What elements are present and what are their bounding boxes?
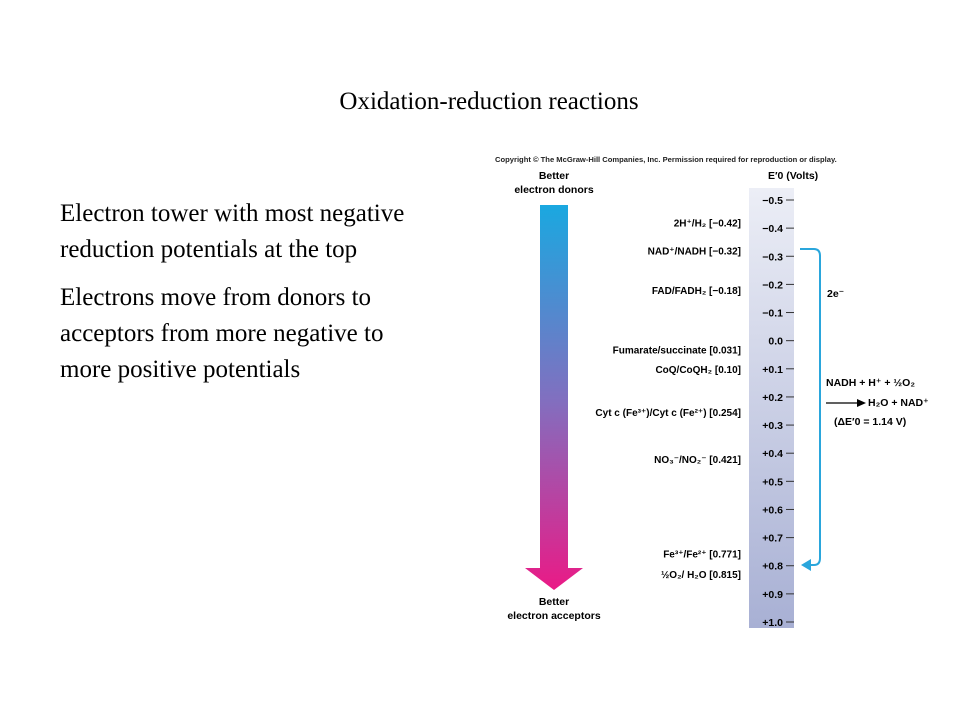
scale-tick-label: −0.4 [762, 223, 783, 235]
redox-couple-label: Cyt c (Fe³⁺)/Cyt c (Fe²⁺) [0.254] [595, 408, 741, 419]
electron-tower-figure: Copyright © The McGraw-Hill Companies, I… [480, 150, 960, 640]
scale-tick-label: +0.7 [762, 533, 783, 545]
redox-couple-label: Fe³⁺/Fe²⁺ [0.771] [663, 550, 741, 561]
scale-tick-label: +0.4 [762, 448, 783, 460]
bullet-electron-tower: Electron tower with most negative reduct… [60, 200, 405, 263]
scale-tick-label: −0.5 [762, 195, 783, 207]
scale-tick-label: +1.0 [762, 617, 783, 629]
top-label-line1: Better [539, 170, 569, 182]
redox-couple-label: ½O₂/ H₂O [0.815] [661, 570, 741, 581]
scale-tick-label: +0.2 [762, 392, 783, 404]
bottom-label-line2: electron acceptors [507, 610, 601, 622]
scale-tick-label: −0.1 [762, 308, 783, 320]
bottom-label-line1: Better [539, 596, 569, 608]
redox-couple-label: CoQ/CoQH₂ [0.10] [655, 365, 741, 376]
reaction-arrowhead [857, 399, 866, 407]
redox-couples: 2H⁺/H₂ [−0.42] NAD⁺/NADH [−0.32] FAD/FADH₂… [595, 219, 741, 581]
bullet-electron-flow: Electrons move from donors to acceptors … [60, 284, 384, 383]
copyright-notice: Copyright © The McGraw-Hill Companies, I… [495, 155, 837, 164]
redox-couple-label: NAD⁺/NADH [−0.32] [648, 247, 741, 258]
reaction-delta-e: (ΔE′0 = 1.14 V) [834, 416, 906, 428]
redox-couple-label: NO₃⁻/NO₂⁻ [0.421] [654, 455, 741, 466]
electron-transfer-arrowhead [801, 559, 811, 571]
electron-flow-arrow [525, 205, 583, 590]
scale-ticks: −0.5 −0.4 −0.3 −0.2 −0.1 0.0 +0.1 +0.2 +0.3 +0.4 +… [762, 195, 794, 629]
scale-tick-label: −0.3 [762, 251, 783, 263]
redox-couple-label: 2H⁺/H₂ [−0.42] [674, 219, 741, 230]
redox-couple-label: Fumarate/succinate [0.031] [613, 345, 741, 356]
bullet-list: Electron tower with most negative reduct… [60, 196, 440, 400]
scale-tick-label: +0.6 [762, 504, 783, 516]
scale-tick-label: +0.1 [762, 364, 783, 376]
potential-tower [749, 188, 794, 628]
slide-title: Oxidation-reduction reactions [339, 88, 639, 115]
redox-couple-label: FAD/FADH₂ [−0.18] [652, 286, 741, 297]
axis-title: E′0 (Volts) [768, 170, 818, 182]
scale-tick-label: −0.2 [762, 279, 783, 291]
scale-tick-label: +0.3 [762, 420, 783, 432]
scale-tick-label: 0.0 [768, 336, 783, 348]
reaction-reactants: NADH + H⁺ + ½O₂ [826, 377, 915, 389]
scale-tick-label: +0.8 [762, 561, 783, 573]
top-label-line2: electron donors [514, 184, 594, 196]
electron-transfer-arrow [800, 248, 821, 566]
scale-tick-label: +0.9 [762, 589, 783, 601]
electron-tower-svg: Copyright © The McGraw-Hill Companies, I… [495, 155, 929, 629]
reaction-products: H₂O + NAD⁺ [868, 397, 929, 409]
scale-tick-label: +0.5 [762, 476, 783, 488]
electron-count-label: 2e⁻ [827, 288, 844, 300]
